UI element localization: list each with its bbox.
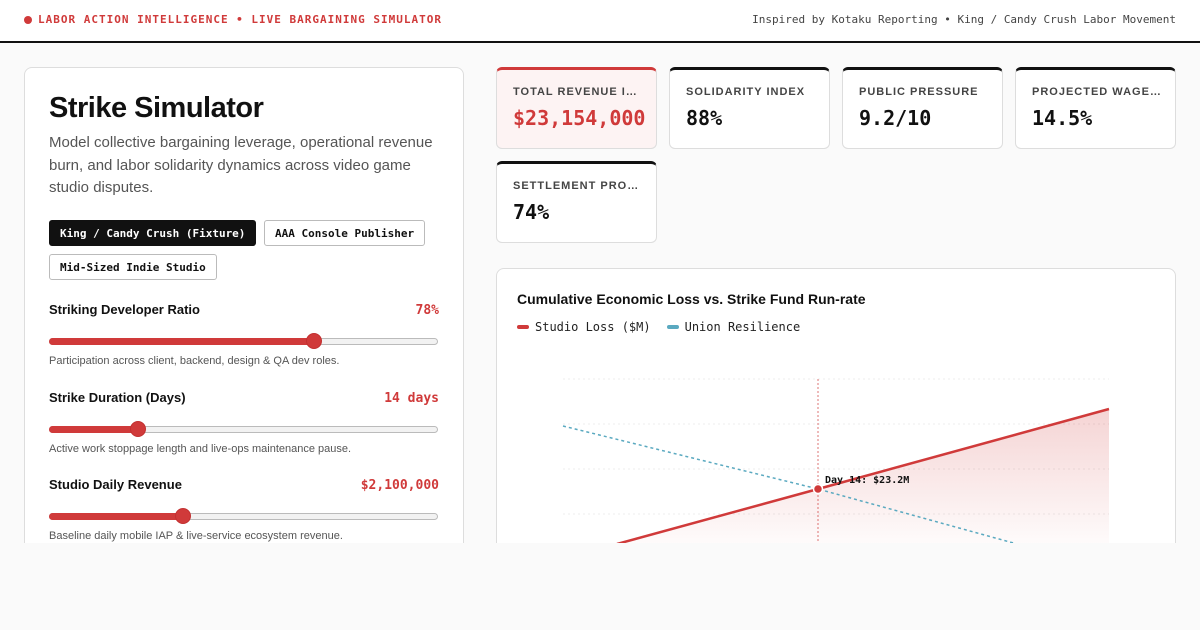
control-value: 78% — [415, 303, 439, 318]
legend-item-studio-loss[interactable]: Studio Loss ($M) — [517, 320, 651, 334]
main-area: Strike Simulator Model collective bargai… — [0, 43, 1200, 543]
page-title: Strike Simulator — [49, 92, 264, 124]
kpi-value: 14.5% — [1032, 106, 1093, 130]
kpi-label: PROJECTED WAGE INCREASE — [1032, 86, 1164, 98]
slider-thumb[interactable] — [130, 421, 146, 437]
page-description: Model collective bargaining leverage, op… — [49, 134, 433, 196]
legend-label: Union Resilience — [684, 320, 801, 334]
slider-fill — [49, 426, 138, 433]
chart-legend: Studio Loss ($M) Union Resilience — [517, 320, 800, 334]
brand-label: LABOR ACTION INTELLIGENCE • LIVE BARGAIN… — [24, 13, 442, 26]
control-value: $2,100,000 — [360, 478, 439, 493]
legend-label: Studio Loss ($M) — [535, 320, 651, 334]
control-label: Strike Duration (Days) — [49, 390, 186, 405]
kpi-label: SETTLEMENT PROBABILITY — [513, 180, 645, 192]
preset-indie-studio[interactable]: Mid-Sized Indie Studio — [49, 254, 217, 280]
kpi-label: PUBLIC PRESSURE — [859, 86, 979, 98]
slider-fill — [49, 513, 183, 520]
legend-item-union-resilience[interactable]: Union Resilience — [666, 320, 801, 334]
control-help: Active work stoppage length and live-ops… — [49, 443, 352, 455]
loss-area — [620, 409, 1109, 543]
slider-thumb[interactable] — [306, 333, 322, 349]
kpi-public-pressure: PUBLIC PRESSURE 9.2/10 — [842, 67, 1003, 149]
control-label: Studio Daily Revenue — [49, 477, 182, 492]
control-label: Striking Developer Ratio — [49, 302, 200, 317]
brand-text: LABOR ACTION INTELLIGENCE • LIVE BARGAIN… — [38, 13, 442, 26]
kpi-total-revenue-impact: TOTAL REVENUE IMPACT $23,154,000 — [496, 67, 657, 149]
live-dot-icon — [24, 15, 32, 24]
kpi-label: SOLIDARITY INDEX — [686, 86, 806, 98]
kpi-value: 9.2/10 — [859, 106, 932, 130]
credit-text: Inspired by Kotaku Reporting • King / Ca… — [752, 13, 1176, 26]
kpi-value: $23,154,000 — [513, 106, 646, 130]
slider-thumb[interactable] — [175, 508, 191, 524]
legend-swatch — [666, 325, 679, 329]
marker-annotation: Day 14: $23.2M — [825, 475, 909, 486]
loss-chart: Day 14: $23.2M — [562, 378, 1110, 543]
kpi-value: 88% — [686, 106, 723, 130]
control-help: Participation across client, backend, de… — [49, 355, 340, 367]
loss-chart-card: Day 14: $23.2M Cumulative Economic Loss … — [496, 268, 1176, 543]
top-bar: LABOR ACTION INTELLIGENCE • LIVE BARGAIN… — [0, 0, 1200, 43]
kpi-label: TOTAL REVENUE IMPACT — [513, 86, 645, 98]
control-help: Baseline daily mobile IAP & live-service… — [49, 530, 343, 542]
kpi-settlement-probability: SETTLEMENT PROBABILITY 74% — [496, 161, 657, 243]
slider-fill — [49, 338, 314, 345]
preset-aaa-console[interactable]: AAA Console Publisher — [264, 220, 426, 246]
kpi-projected-wage: PROJECTED WAGE INCREASE 14.5% — [1015, 67, 1176, 149]
marker-point[interactable] — [812, 483, 824, 495]
kpi-value: 74% — [513, 200, 550, 224]
control-value: 14 days — [384, 391, 439, 406]
kpi-solidarity-index: SOLIDARITY INDEX 88% — [669, 67, 830, 149]
preset-king-candy-crush[interactable]: King / Candy Crush (Fixture) — [49, 220, 257, 246]
legend-swatch — [517, 325, 529, 329]
chart-title: Cumulative Economic Loss vs. Strike Fund… — [517, 291, 866, 307]
simulator-panel: Strike Simulator Model collective bargai… — [24, 67, 464, 543]
